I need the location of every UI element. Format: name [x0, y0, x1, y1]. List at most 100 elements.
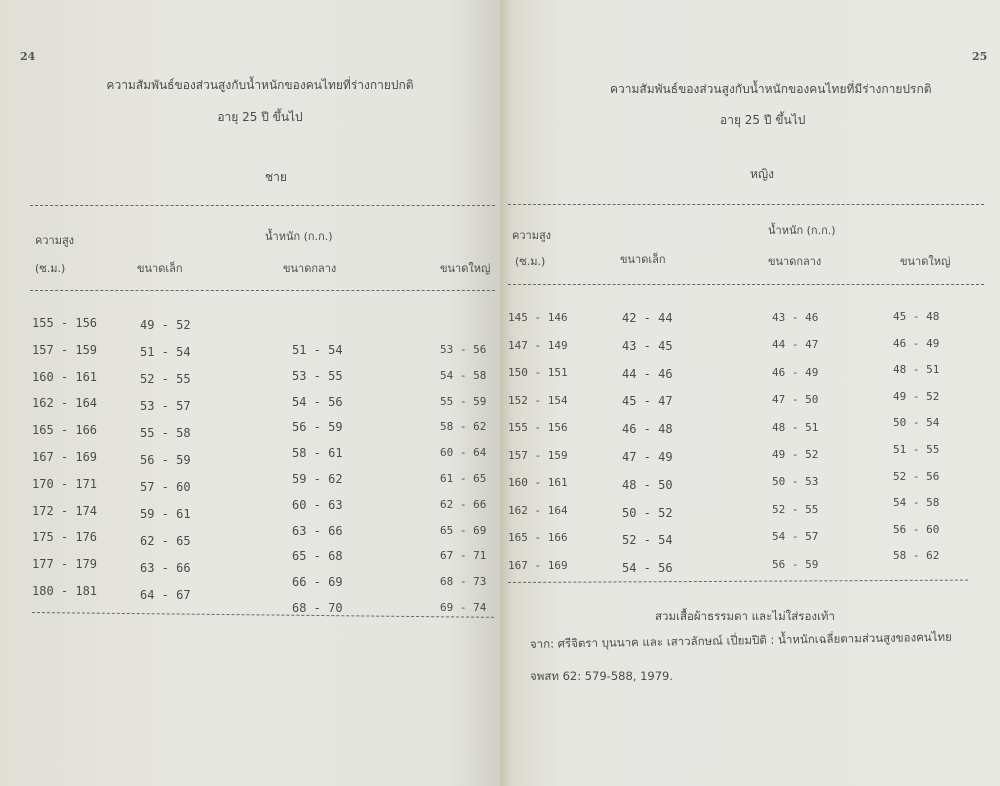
table-cell-small: 44 - 46: [622, 366, 673, 381]
table-cell-medium: 56 - 59: [292, 420, 343, 435]
section-label: ชาย: [265, 170, 287, 184]
header-medium: ขนาดกลาง: [283, 262, 337, 275]
table-cell-medium: 43 - 46: [772, 311, 819, 324]
table-cell-small: 55 - 58: [140, 426, 191, 440]
header-height: ความสูง: [512, 229, 552, 242]
divider: [30, 205, 495, 206]
table-cell-large: 68 - 73: [440, 575, 487, 589]
table-cell-height: 157 - 159: [508, 448, 568, 462]
header-large: ขนาดใหญ่: [440, 262, 491, 275]
table-cell-large: 49 - 52: [893, 389, 940, 403]
table-cell-small: 63 - 66: [140, 561, 191, 575]
column-height: 155 - 156 157 - 159 160 - 161 162 - 164 165 …: [32, 310, 97, 605]
table-cell-large: 60 - 64: [440, 446, 487, 460]
table-cell-large: 51 - 55: [893, 442, 940, 456]
table-cell-medium: 56 - 59: [772, 557, 819, 571]
table-cell-small: 54 - 56: [622, 561, 673, 576]
table-cell-small: 49 - 52: [140, 318, 191, 332]
table-cell-large: 58 - 62: [440, 420, 487, 434]
table-cell-height: 162 - 164: [32, 396, 98, 411]
divider: [30, 290, 495, 291]
table-cell-medium: 68 - 70: [292, 600, 343, 615]
table-cell-height: 157 - 159: [32, 342, 98, 357]
table-cell-large: 45 - 48: [893, 310, 940, 323]
table-cell-height: 145 - 146: [508, 311, 568, 324]
table-cell-height: 165 - 166: [32, 423, 98, 438]
table-cell-small: 42 - 44: [622, 311, 673, 325]
table-cell-large: 53 - 56: [440, 343, 487, 356]
table-cell-small: 48 - 50: [622, 477, 673, 492]
table-cell-small: 52 - 54: [622, 533, 673, 548]
table-cell-medium: 60 - 63: [292, 497, 343, 512]
table-cell-medium: 58 - 61: [292, 446, 343, 461]
table-cell-medium: 44 - 47: [772, 338, 819, 352]
left-page: 24 ความสัมพันธ์ของส่วนสูงกับน้ำหนักของคน…: [0, 0, 500, 786]
table-cell-large: 54 - 58: [893, 496, 940, 510]
column-large: 53 - 56 54 - 58 55 - 59 58 - 62 60 - 64 61 - …: [440, 337, 486, 621]
table-cell-medium: 54 - 57: [772, 530, 819, 544]
table-cell-medium: 47 - 50: [772, 393, 819, 407]
table-cell-small: 64 - 67: [140, 588, 191, 602]
table-cell-small: 50 - 52: [622, 505, 673, 520]
column-small: 42 - 44 43 - 45 44 - 46 45 - 47 46 - 48 47 - …: [622, 305, 673, 583]
table-cell-height: 152 - 154: [508, 393, 568, 407]
table-cell-medium: 50 - 53: [772, 475, 819, 489]
source-citation-journal: จพสท 62: 579-588, 1979.: [530, 669, 674, 683]
column-large: 45 - 48 46 - 49 48 - 51 49 - 52 50 - 54 51 - …: [893, 304, 939, 570]
column-height: 145 - 146 147 - 149 150 - 151 152 - 154 155 …: [508, 304, 568, 579]
page-number: 24: [20, 50, 36, 63]
table-subtitle: อายุ 25 ปี ขึ้นไป: [217, 110, 303, 124]
header-small: ขนาดเล็ก: [137, 262, 183, 275]
table-cell-height: 170 - 171: [32, 476, 98, 491]
table-cell-height: 167 - 169: [508, 558, 568, 572]
table-cell-medium: 65 - 68: [292, 549, 343, 564]
table-cell-height: 155 - 156: [32, 316, 98, 330]
table-cell-small: 46 - 48: [622, 422, 673, 437]
table-cell-large: 65 - 69: [440, 523, 487, 537]
table-cell-medium: 54 - 56: [292, 394, 343, 409]
table-title: ความสัมพันธ์ของส่วนสูงกับน้ำหนักของคนไทย…: [610, 82, 932, 96]
table-cell-large: 52 - 56: [893, 469, 940, 483]
table-cell-height: 177 - 179: [32, 557, 98, 572]
table-cell-large: 69 - 74: [440, 600, 487, 614]
header-weight: น้ำหนัก (ก.ก.): [768, 224, 836, 237]
table-cell-small: 62 - 65: [140, 534, 191, 548]
section-label: หญิง: [750, 167, 774, 181]
table-cell-height: 165 - 166: [508, 531, 568, 544]
table-subtitle: อายุ 25 ปี ขึ้นไป: [720, 113, 806, 127]
header-height-unit: (ซ.ม.): [515, 255, 546, 268]
table-cell-small: 51 - 54: [140, 345, 191, 359]
table-cell-large: 56 - 60: [893, 522, 940, 536]
table-cell-height: 147 - 149: [508, 338, 568, 352]
table-cell-height: 160 - 161: [32, 369, 98, 384]
column-small: 49 - 52 51 - 54 52 - 55 53 - 57 55 - 58 56 - …: [140, 312, 191, 609]
table-cell-height: 162 - 164: [508, 503, 568, 517]
header-large: ขนาดใหญ่: [900, 255, 951, 268]
table-cell-medium: 49 - 52: [772, 448, 819, 462]
table-cell-medium: 53 - 55: [292, 368, 343, 383]
table-cell-large: 46 - 49: [893, 336, 940, 350]
table-cell-small: 52 - 55: [140, 372, 191, 386]
table-cell-height: 155 - 156: [508, 421, 568, 434]
header-height: ความสูง: [35, 234, 75, 247]
divider: [31, 612, 494, 618]
divider: [508, 284, 984, 285]
table-cell-large: 54 - 58: [440, 368, 487, 382]
table-cell-large: 62 - 66: [440, 497, 487, 511]
header-height-unit: (ซ.ม.): [35, 262, 66, 275]
table-cell-medium: 48 - 51: [772, 420, 819, 434]
table-cell-medium: 59 - 62: [292, 471, 343, 486]
table-title: ความสัมพันธ์ของส่วนสูงกับน้ำหนักของคนไทย…: [106, 78, 414, 92]
divider: [508, 204, 984, 205]
table-cell-height: 180 - 181: [32, 583, 98, 598]
page-number: 25: [972, 50, 988, 63]
footnote: สวมเสื้อผ้าธรรมดา และไม่ใส่รองเท้า: [655, 609, 835, 623]
table-cell-height: 175 - 176: [32, 530, 98, 545]
table-cell-medium: 66 - 69: [292, 575, 343, 590]
table-cell-small: 45 - 47: [622, 394, 673, 409]
column-medium: 43 - 46 44 - 47 46 - 49 47 - 50 48 - 51 49 - …: [772, 304, 818, 578]
header-medium: ขนาดกลาง: [768, 255, 822, 268]
source-citation: จาก: ศรีจิตรา บุนนาค และ เสาวลักษณ์ เปี่…: [529, 629, 952, 651]
table-cell-large: 50 - 54: [893, 416, 940, 430]
table-cell-small: 56 - 59: [140, 453, 191, 467]
